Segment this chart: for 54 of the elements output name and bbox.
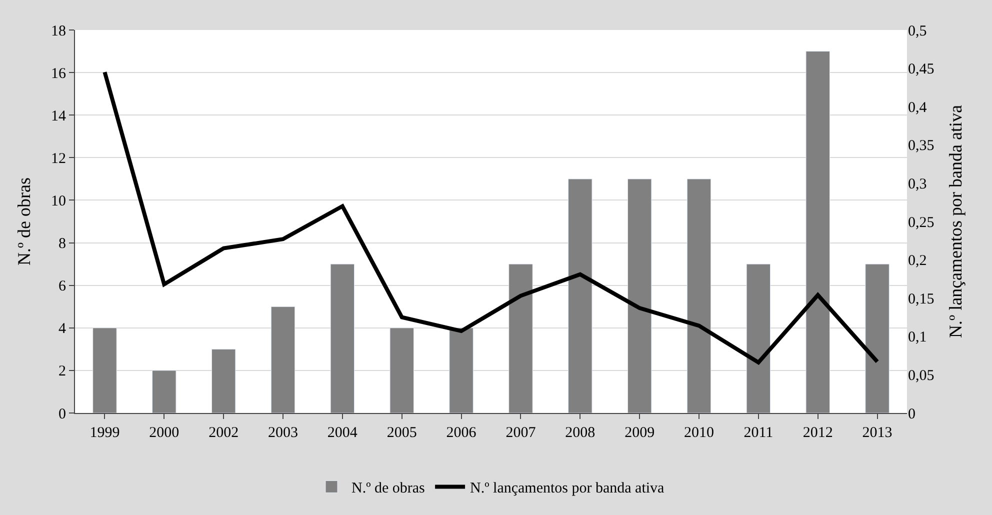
x-tick-label: 2007 — [506, 425, 536, 441]
y2-tick-label: 0,2 — [908, 253, 927, 270]
bar — [390, 328, 414, 413]
y-tick-label: 2 — [58, 364, 66, 380]
y-tick-label: 16 — [51, 66, 66, 82]
x-tick-label: 2002 — [208, 425, 239, 441]
y2-tick-label: 0,5 — [908, 23, 927, 40]
x-tick-label: 2000 — [149, 425, 180, 441]
y-tick-label: 18 — [51, 23, 66, 40]
x-tick-label: 2011 — [744, 425, 774, 441]
y2-tick-label: 0,1 — [908, 330, 927, 346]
y2-tick-label: 0 — [908, 406, 916, 422]
y-tick-label: 10 — [51, 193, 66, 210]
bar — [865, 264, 890, 413]
x-tick-label: 2013 — [862, 425, 892, 441]
y-axis-title: N.º de obras — [14, 177, 34, 266]
bar — [449, 328, 474, 413]
bar — [211, 348, 236, 413]
x-tick-label: 2009 — [624, 425, 655, 441]
y-tick-label: 6 — [58, 278, 66, 295]
legend-label: N.º de obras — [352, 480, 426, 497]
bar — [686, 178, 712, 413]
x-tick-label: 2010 — [684, 425, 714, 441]
bar — [92, 328, 117, 413]
legend-label: N.º lançamentos por banda ativa — [470, 480, 665, 497]
x-tick-label: 2003 — [268, 425, 298, 441]
bar — [568, 178, 592, 413]
x-tick-label: 2012 — [802, 425, 833, 441]
bar — [152, 370, 176, 413]
line-series — [102, 70, 880, 364]
y-tick-label: 14 — [51, 108, 66, 124]
bar — [508, 264, 533, 413]
y2-tick-label: 0,45 — [908, 62, 934, 78]
y2-tick-label: 0,05 — [908, 368, 934, 384]
y2-tick-label: 0,15 — [908, 291, 934, 308]
y2-tick-label: 0,3 — [908, 176, 927, 192]
bar — [746, 264, 771, 413]
bar — [270, 306, 296, 413]
bar — [627, 178, 652, 413]
y-tick-label: 4 — [58, 321, 66, 338]
y-tick-label: 0 — [58, 406, 66, 422]
y2-tick-label: 0,35 — [908, 138, 934, 154]
x-tick-label: 2008 — [565, 425, 596, 441]
x-tick-label: 2004 — [327, 425, 358, 441]
y-tick-label: 12 — [51, 150, 66, 167]
y2-axis-title: N.º lançamentos por banda ativa — [945, 104, 966, 338]
bar — [806, 51, 830, 413]
x-tick-label: 1999 — [90, 425, 120, 441]
x-tick-label: 2005 — [386, 425, 417, 441]
x-tick-label: 2006 — [446, 425, 477, 441]
y2-tick-label: 0,25 — [908, 214, 934, 231]
y2-tick-label: 0,4 — [908, 100, 928, 116]
y-tick-label: 8 — [58, 236, 66, 252]
bar — [330, 264, 355, 413]
